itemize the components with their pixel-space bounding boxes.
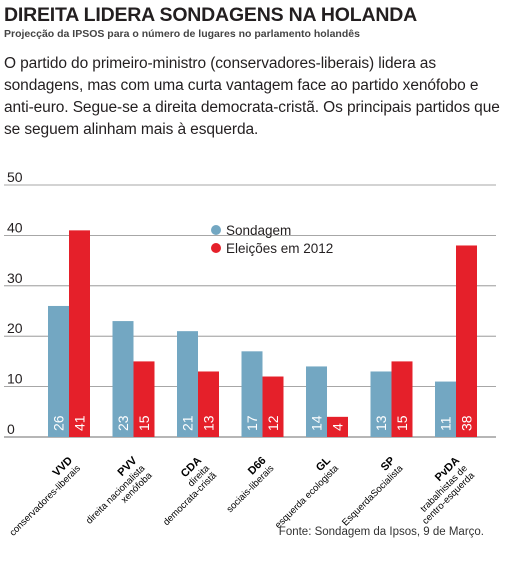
bar bbox=[177, 331, 198, 437]
y-tick-label: 20 bbox=[7, 320, 23, 336]
category-description: EsquerdaSocialista bbox=[340, 463, 406, 529]
data-label: 41 bbox=[72, 415, 88, 431]
bar bbox=[391, 361, 413, 437]
bar bbox=[370, 371, 392, 437]
data-label: 26 bbox=[51, 415, 67, 431]
legend-label: Eleições em 2012 bbox=[226, 241, 333, 256]
chart-subtitle: Projecção da IPSOS para o número de luga… bbox=[4, 28, 360, 40]
lead-paragraph: O partido do primeiro-ministro (conserva… bbox=[4, 55, 500, 138]
legend-swatch bbox=[211, 225, 221, 235]
bar bbox=[241, 351, 263, 437]
data-label: 21 bbox=[180, 415, 196, 431]
chart-title: DIREITA LIDERA SONDAGENS NA HOLANDA bbox=[4, 4, 417, 26]
legend-swatch bbox=[211, 243, 221, 253]
bar bbox=[456, 245, 477, 437]
data-label: 13 bbox=[373, 415, 389, 431]
bar bbox=[435, 381, 456, 437]
y-tick-label: 50 bbox=[7, 169, 23, 185]
y-tick-label: 30 bbox=[7, 270, 23, 286]
legend-label: Sondagem bbox=[226, 223, 291, 238]
data-label: 15 bbox=[394, 415, 410, 431]
data-label: 15 bbox=[136, 415, 152, 431]
data-label: 13 bbox=[201, 415, 217, 431]
bar bbox=[198, 371, 219, 437]
data-label: 4 bbox=[330, 423, 346, 431]
data-label: 23 bbox=[115, 415, 131, 431]
data-label: 12 bbox=[265, 415, 281, 431]
category-description: direita nacionalista bbox=[84, 463, 148, 527]
data-label: 11 bbox=[438, 416, 454, 431]
y-tick-label: 0 bbox=[7, 421, 15, 437]
source-note: Fonte: Sondagem da Ipsos, 9 de Março. bbox=[278, 526, 484, 538]
bar bbox=[327, 416, 348, 437]
bar bbox=[48, 305, 69, 437]
bar bbox=[306, 366, 327, 437]
category-description: esquerda ecologista bbox=[273, 463, 341, 531]
data-label: 17 bbox=[244, 415, 260, 431]
bar bbox=[69, 230, 90, 437]
y-tick-label: 10 bbox=[7, 371, 23, 387]
bar bbox=[133, 361, 155, 437]
data-label: 14 bbox=[309, 415, 325, 431]
data-label: 38 bbox=[459, 415, 475, 431]
bar bbox=[112, 321, 134, 437]
bar bbox=[262, 376, 284, 437]
category-description: conservadores-liberais bbox=[8, 463, 84, 539]
y-tick-label: 40 bbox=[7, 219, 23, 235]
